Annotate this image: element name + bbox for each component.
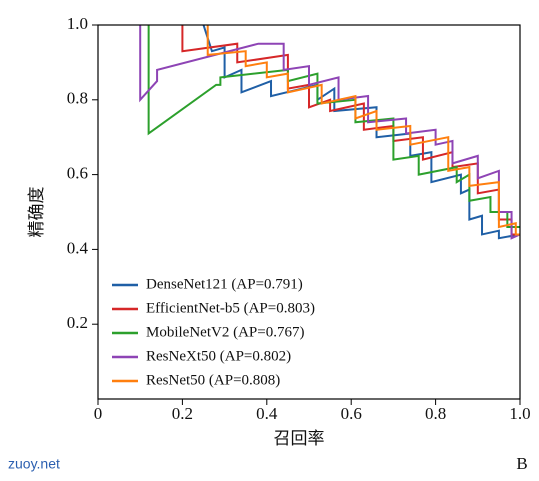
legend-label: ResNeXt50 (AP=0.802) [146, 348, 291, 364]
panel-label: B [516, 454, 527, 473]
y-tick-label: 0.8 [67, 89, 88, 108]
plot-frame [97, 24, 521, 400]
pr-curve [139, 25, 520, 240]
x-tick-label: 0.8 [425, 404, 446, 423]
x-tick-label: 0.6 [341, 404, 362, 423]
legend-label: MobileNetV2 (AP=0.767) [146, 324, 304, 340]
pr-curve [202, 25, 520, 240]
x-tick-label: 0.4 [256, 404, 278, 423]
watermark: zuoy.net [8, 456, 60, 472]
legend-label: DenseNet121 (AP=0.791) [146, 276, 303, 292]
y-tick-label: 0.6 [67, 164, 88, 183]
x-tick-label: 0 [94, 404, 103, 423]
pr-curve [206, 25, 520, 236]
y-tick-label: 0.4 [67, 238, 89, 257]
pr-curve [147, 25, 520, 228]
x-tick-label: 1.0 [509, 404, 530, 423]
x-axis-label: 召回率 [274, 429, 325, 448]
x-tick-label: 0.2 [172, 404, 193, 423]
y-tick-label: 1.0 [67, 14, 88, 33]
legend-label: EfficientNet-b5 (AP=0.803) [146, 300, 315, 316]
y-tick-label: 0.2 [67, 313, 88, 332]
y-axis-label: 精确度 [27, 187, 46, 238]
legend-label: ResNet50 (AP=0.808) [146, 372, 280, 388]
